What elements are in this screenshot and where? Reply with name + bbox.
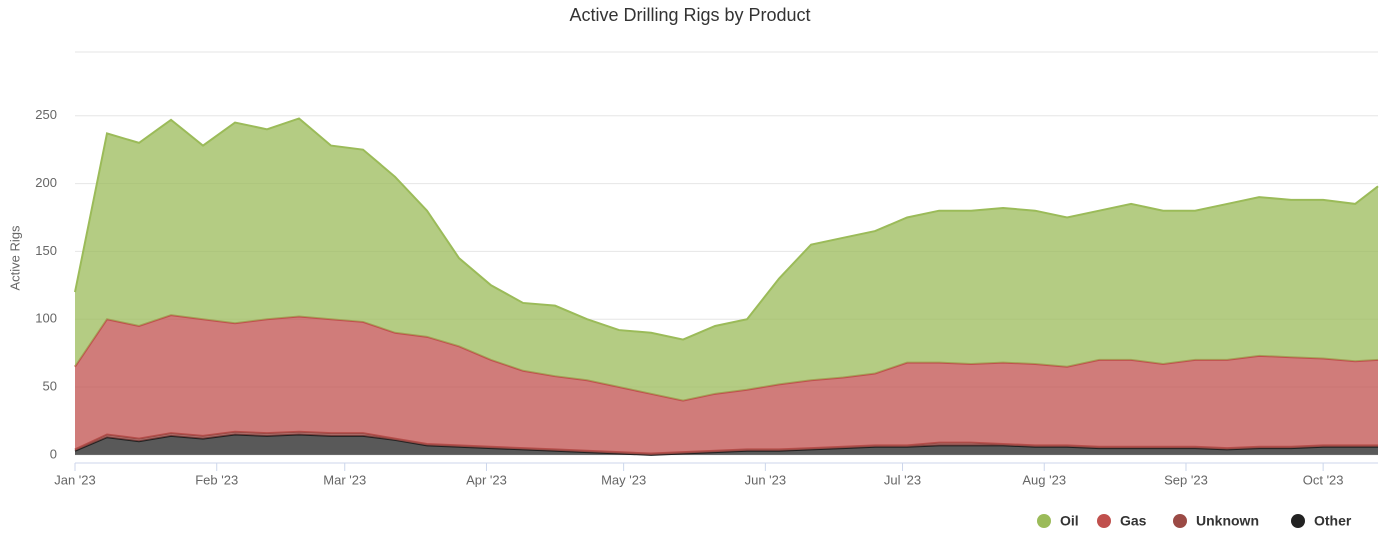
x-tick-label: Apr '23	[466, 472, 507, 487]
x-tick-label: Mar '23	[323, 472, 366, 487]
x-tick-label: Sep '23	[1164, 472, 1208, 487]
legend: Unknown	[1196, 513, 1259, 529]
y-tick-label: 0	[50, 446, 57, 461]
area-fill	[75, 118, 1378, 401]
y-axis-label: Active Rigs	[7, 225, 22, 291]
y-tick-label: 100	[35, 311, 57, 326]
y-tick-label: 150	[35, 243, 57, 258]
y-tick-label: 200	[35, 175, 57, 190]
legend-marker	[1291, 514, 1305, 528]
x-tick-label: Feb '23	[195, 472, 238, 487]
x-tick-label: May '23	[601, 472, 646, 487]
legend-marker	[1037, 514, 1051, 528]
area-line	[74, 117, 1379, 341]
x-tick-label: Jul '23	[884, 472, 921, 487]
x-tick-label: Jan '23	[54, 472, 96, 487]
legend-marker	[1173, 514, 1187, 528]
chart-title: Active Drilling Rigs by Product	[569, 5, 810, 25]
x-tick-label: Aug '23	[1022, 472, 1066, 487]
legend: Other	[1314, 513, 1352, 529]
y-tick-label: 250	[35, 107, 57, 122]
y-tick-label: 50	[43, 378, 57, 393]
x-tick-label: Oct '23	[1303, 472, 1344, 487]
area-fill	[75, 434, 1378, 455]
x-tick-label: Jun '23	[745, 472, 787, 487]
legend: Gas	[1120, 513, 1147, 529]
area-fill	[75, 315, 1378, 454]
legend-marker	[1097, 514, 1111, 528]
legend: Oil	[1060, 513, 1079, 529]
